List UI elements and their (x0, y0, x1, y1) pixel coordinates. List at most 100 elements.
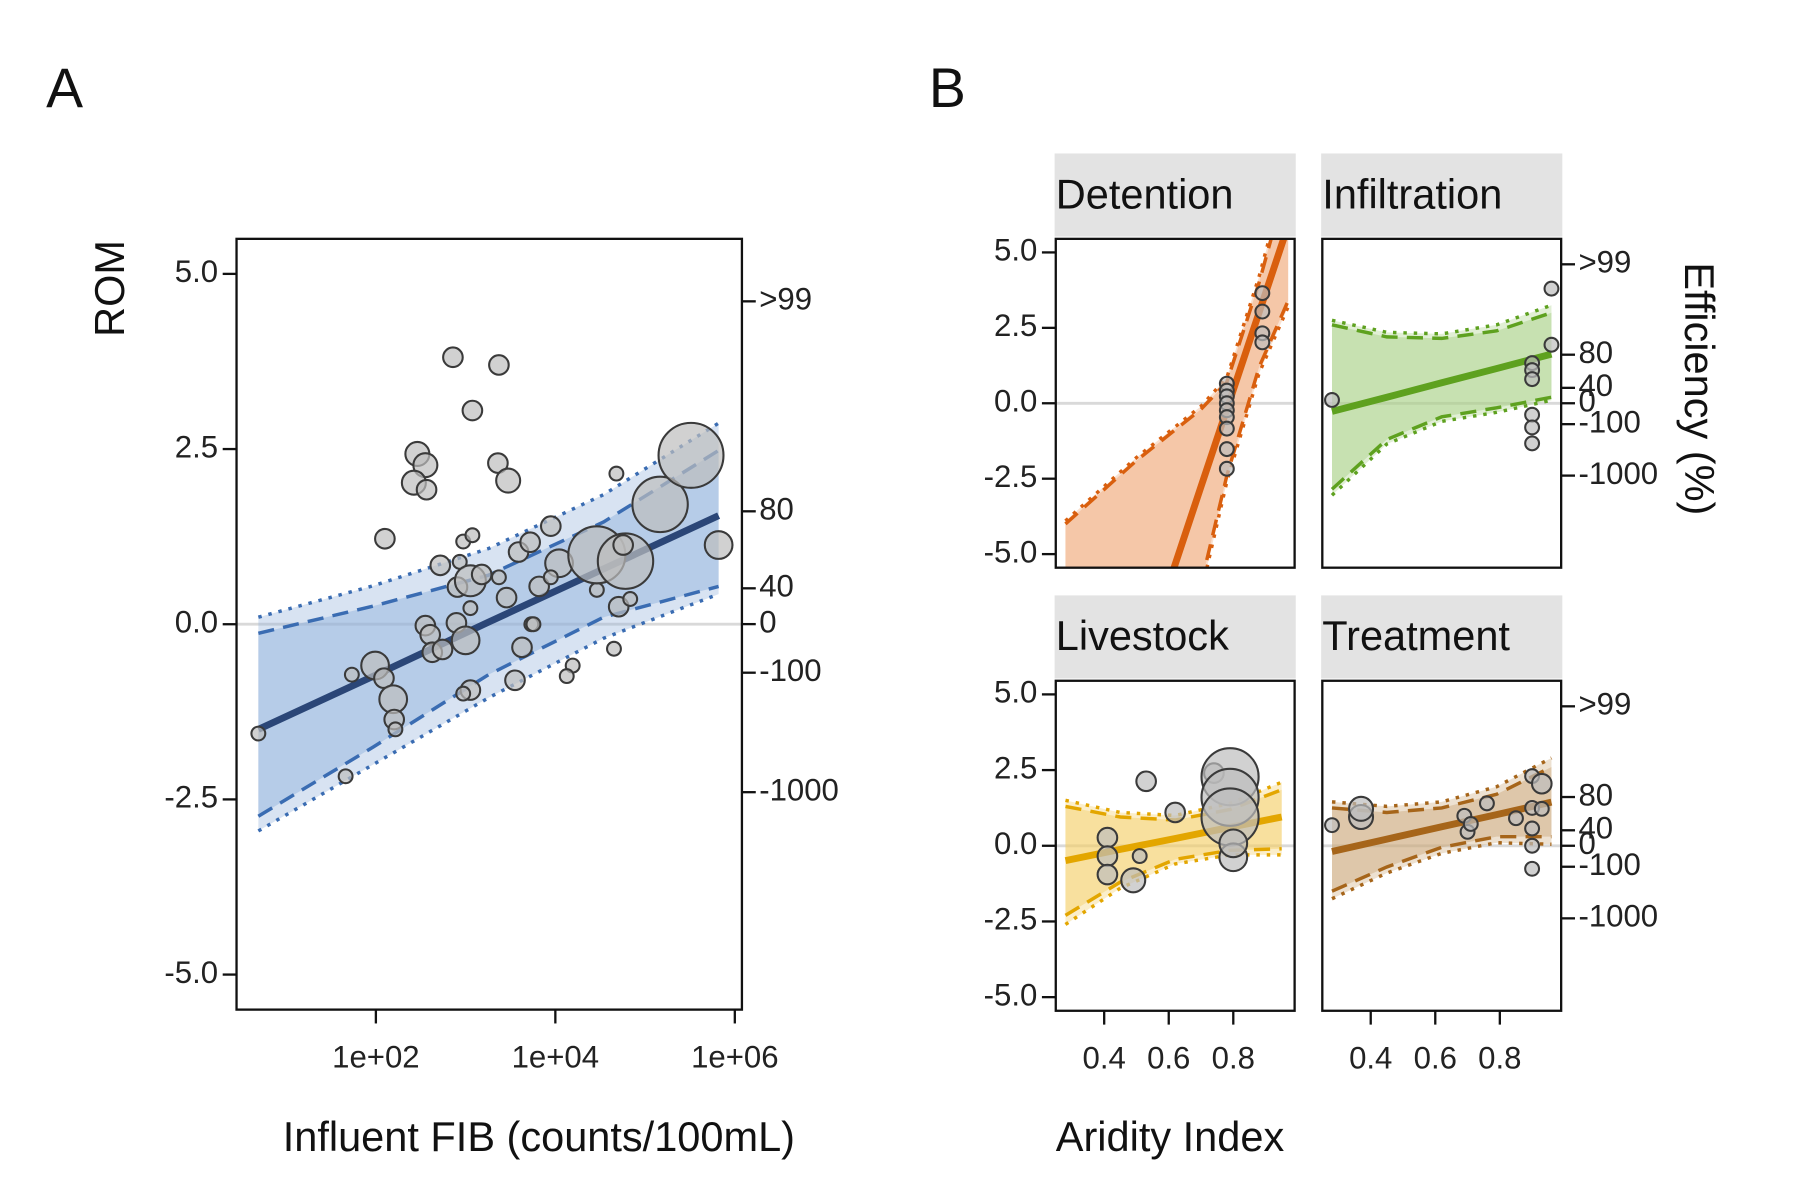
y2-tick-label: 0 (759, 604, 776, 639)
plot-area (1322, 756, 1562, 901)
y-tick-label: 5.0 (994, 233, 1037, 268)
data-point (1324, 817, 1340, 834)
plot-area (1055, 238, 1295, 568)
data-point (387, 721, 404, 738)
prediction-band (1065, 238, 1289, 568)
facet-strip (1321, 595, 1563, 679)
data-point (1096, 845, 1119, 867)
data-point (1530, 772, 1553, 795)
facet-strip (1054, 595, 1296, 679)
y2-tick-label: -1000 (1578, 456, 1658, 491)
data-point (608, 465, 625, 482)
prediction-line (1330, 398, 1552, 497)
y-tick-label: 0.0 (175, 604, 218, 639)
y2-tick-label: -1000 (1578, 899, 1658, 934)
y-tick-label: -5.0 (984, 977, 1038, 1012)
plot-frame (1054, 237, 1296, 569)
data-point (1524, 820, 1541, 837)
y2-tick-label: -100 (1578, 847, 1640, 882)
prediction-band (1331, 305, 1552, 496)
y2-tick-label: -100 (759, 653, 821, 688)
x-tick-label: 0.8 (1478, 1041, 1521, 1076)
data-point (1096, 826, 1119, 849)
y-tick-label: -2.5 (984, 459, 1038, 494)
data-point (1508, 810, 1524, 827)
y2-tick-label: -1000 (759, 772, 839, 807)
y2-tick-label: >99 (1578, 687, 1631, 722)
data-point (1524, 837, 1541, 854)
data-point (1348, 795, 1375, 822)
plot-area (1055, 747, 1295, 926)
x-tick-label: 1e+02 (332, 1039, 419, 1074)
data-point (470, 563, 493, 586)
data-point (622, 591, 639, 607)
data-point (1324, 391, 1340, 408)
data-point (455, 685, 472, 702)
y-tick-label: 2.5 (994, 308, 1037, 343)
y2-tick-label: 40 (1578, 811, 1613, 846)
y2-tick-label: 40 (759, 569, 794, 604)
data-point (442, 346, 464, 369)
data-point (431, 638, 454, 661)
prediction-line (1205, 306, 1290, 568)
confidence-line (1331, 834, 1552, 893)
y-tick-label: 2.5 (175, 429, 218, 464)
fit-line (1331, 350, 1553, 415)
y-tick-label: 0.0 (994, 826, 1037, 861)
x-tick-label: 1e+04 (512, 1039, 599, 1074)
y-tick-label: -2.5 (164, 780, 218, 815)
y2-tick-label: >99 (1578, 245, 1631, 280)
data-point (429, 554, 452, 577)
facet-title: Livestock (1056, 612, 1229, 659)
data-point (596, 532, 655, 590)
data-point (461, 399, 484, 422)
data-point (250, 725, 267, 742)
data-point (1135, 770, 1157, 793)
x-tick-label: 1e+06 (691, 1039, 778, 1074)
confidence-line (1064, 238, 1273, 526)
confidence-line (257, 584, 720, 818)
y-tick-label: 5.0 (175, 254, 218, 289)
data-point (1254, 334, 1271, 351)
data-point (631, 475, 689, 534)
data-point (1254, 303, 1271, 320)
y2-axis-title: Efficiency (%) (1676, 262, 1723, 515)
data-point (464, 527, 481, 544)
data-point (415, 478, 438, 501)
data-point (1218, 420, 1235, 437)
confidence-band (1331, 312, 1552, 490)
data-point (657, 421, 725, 489)
data-point (1533, 800, 1550, 817)
y-axis-title: ROM (86, 240, 133, 337)
prediction-line (1331, 756, 1553, 809)
data-point (612, 534, 635, 556)
y-tick-label: 0.0 (994, 384, 1037, 419)
data-point (1218, 441, 1235, 458)
data-point (1543, 280, 1560, 297)
facet-title: Infiltration (1322, 170, 1502, 217)
x-tick-label: 0.6 (1147, 1041, 1190, 1076)
confidence-band (1065, 238, 1289, 568)
data-point (1524, 860, 1541, 877)
data-point (495, 586, 518, 609)
data-point (1120, 867, 1147, 894)
data-point (1254, 285, 1271, 302)
facet-title: Treatment (1322, 612, 1510, 659)
x-axis-title: Influent FIB (counts/100mL) (283, 1113, 795, 1160)
data-point (504, 669, 526, 692)
prediction-band (258, 423, 719, 831)
confidence-line (1331, 311, 1553, 341)
data-point (511, 636, 533, 659)
x-tick-label: 0.8 (1212, 1041, 1255, 1076)
plot-area (1322, 280, 1562, 497)
data-point (1524, 435, 1541, 452)
data-point (542, 569, 559, 586)
y2-tick-label: 80 (1578, 777, 1613, 812)
data-point (1524, 419, 1541, 436)
data-point (1131, 848, 1148, 865)
y-tick-label: -5.0 (984, 534, 1038, 569)
y2-tick-label: 80 (1578, 335, 1613, 370)
data-point (588, 581, 605, 598)
